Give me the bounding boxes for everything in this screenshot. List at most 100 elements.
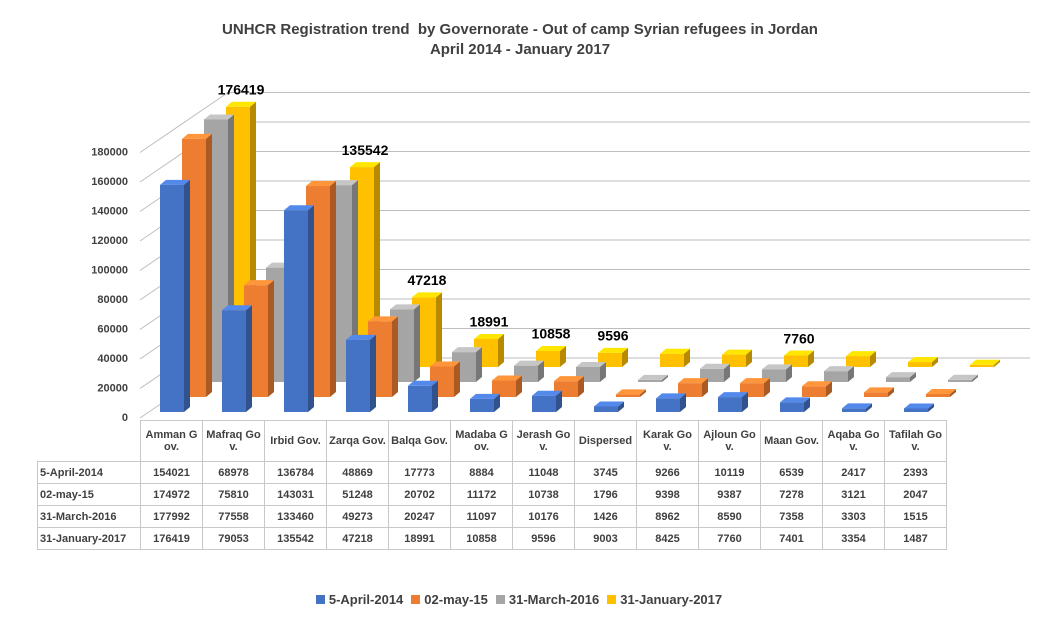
bar-side <box>454 361 460 397</box>
data-row: 31-January-2017 176419 79053 135542 47218 189… <box>37 527 947 550</box>
bar-top <box>368 316 398 322</box>
cell: 1487 <box>884 527 947 550</box>
bar <box>594 406 618 412</box>
bar <box>160 184 184 412</box>
bar-top <box>204 114 234 120</box>
category-label: Maan Gov. <box>760 420 823 462</box>
bar-top <box>926 388 956 394</box>
y-tick-label: 20000 <box>97 382 128 394</box>
cell: 10858 <box>450 527 513 550</box>
legend-swatch <box>495 595 505 604</box>
category-label: Dispersed <box>574 420 637 462</box>
bar-side <box>476 347 482 382</box>
category-label: Madaba Gov. <box>450 420 513 462</box>
bar-side <box>888 387 894 397</box>
cell: 9266 <box>636 461 699 484</box>
bar <box>802 386 826 397</box>
bar-side <box>414 304 420 382</box>
bar-side <box>494 393 500 412</box>
cell: 10176 <box>512 505 575 528</box>
cell: 68978 <box>202 461 265 484</box>
bar-side <box>600 361 606 382</box>
bar-side <box>206 133 212 397</box>
cell: 7278 <box>760 483 823 506</box>
bar-side <box>374 162 380 367</box>
bar-top <box>346 334 376 340</box>
bar-side <box>556 390 562 412</box>
bar-side <box>724 363 730 382</box>
bar-top <box>536 345 566 351</box>
legend-swatch <box>411 595 421 604</box>
bar <box>824 371 848 382</box>
cell: 2417 <box>822 461 885 484</box>
cell: 48869 <box>326 461 389 484</box>
bar-top <box>886 372 916 378</box>
legend-label: 31-January-2017 <box>620 592 723 607</box>
legend-label: 5-April-2014 <box>328 592 404 607</box>
bar-side <box>436 292 442 367</box>
bar <box>408 385 432 412</box>
bar <box>926 393 950 397</box>
bar-top <box>408 380 438 386</box>
cell: 75810 <box>202 483 265 506</box>
bar-top <box>594 401 624 407</box>
bar-top <box>244 280 274 286</box>
cell: 3745 <box>574 461 637 484</box>
data-label: 135542 <box>342 142 389 158</box>
bar-side <box>804 397 810 412</box>
bar-top <box>474 333 504 339</box>
bar-top <box>598 347 628 353</box>
bar-top <box>452 347 482 353</box>
bar <box>846 356 870 367</box>
cell: 20702 <box>388 483 451 506</box>
bar-side <box>246 305 252 412</box>
cell: 51248 <box>326 483 389 506</box>
bar-side <box>330 181 336 397</box>
category-label: Balqa Gov. <box>388 420 451 462</box>
bar-side <box>702 378 708 397</box>
bar <box>886 377 910 382</box>
legend-label: 02-may-15 <box>424 592 488 607</box>
bar-top <box>740 378 770 384</box>
bar-side <box>560 345 566 367</box>
category-label: Mafraq Gov. <box>202 420 265 462</box>
cell: 77558 <box>202 505 265 528</box>
bar-side <box>866 403 872 412</box>
bar-side <box>498 333 504 367</box>
category-label: Amman Gov. <box>140 420 203 462</box>
cell: 17773 <box>388 461 451 484</box>
bar-top <box>160 179 190 185</box>
legend-label: 31-March-2016 <box>508 592 600 607</box>
cell: 143031 <box>264 483 327 506</box>
bar <box>656 398 680 412</box>
bar-top <box>802 381 832 387</box>
cell: 20247 <box>388 505 451 528</box>
cell: 133460 <box>264 505 327 528</box>
cell: 9003 <box>574 527 637 550</box>
row-label: 31-January-2017 <box>37 527 141 550</box>
data-label: 176419 <box>218 81 265 97</box>
bar-side <box>786 364 792 382</box>
y-tick-label: 140000 <box>91 205 128 217</box>
cell: 2047 <box>884 483 947 506</box>
bar-side <box>268 280 274 397</box>
cell: 2393 <box>884 461 947 484</box>
bar <box>948 379 972 382</box>
bar-top <box>784 350 814 356</box>
cell: 177992 <box>140 505 203 528</box>
cell: 3121 <box>822 483 885 506</box>
bar-top <box>306 181 336 187</box>
bar <box>284 210 308 412</box>
bar-top <box>656 393 686 399</box>
cell: 136784 <box>264 461 327 484</box>
bar <box>864 392 888 397</box>
category-label: Jerash Gov. <box>512 420 575 462</box>
bar-side <box>680 393 686 412</box>
bar <box>908 362 932 367</box>
bar-top <box>532 390 562 396</box>
cell: 8884 <box>450 461 513 484</box>
bar-side <box>184 179 190 412</box>
bar-side <box>618 401 624 412</box>
bar <box>222 310 246 412</box>
bar-top <box>222 305 252 311</box>
